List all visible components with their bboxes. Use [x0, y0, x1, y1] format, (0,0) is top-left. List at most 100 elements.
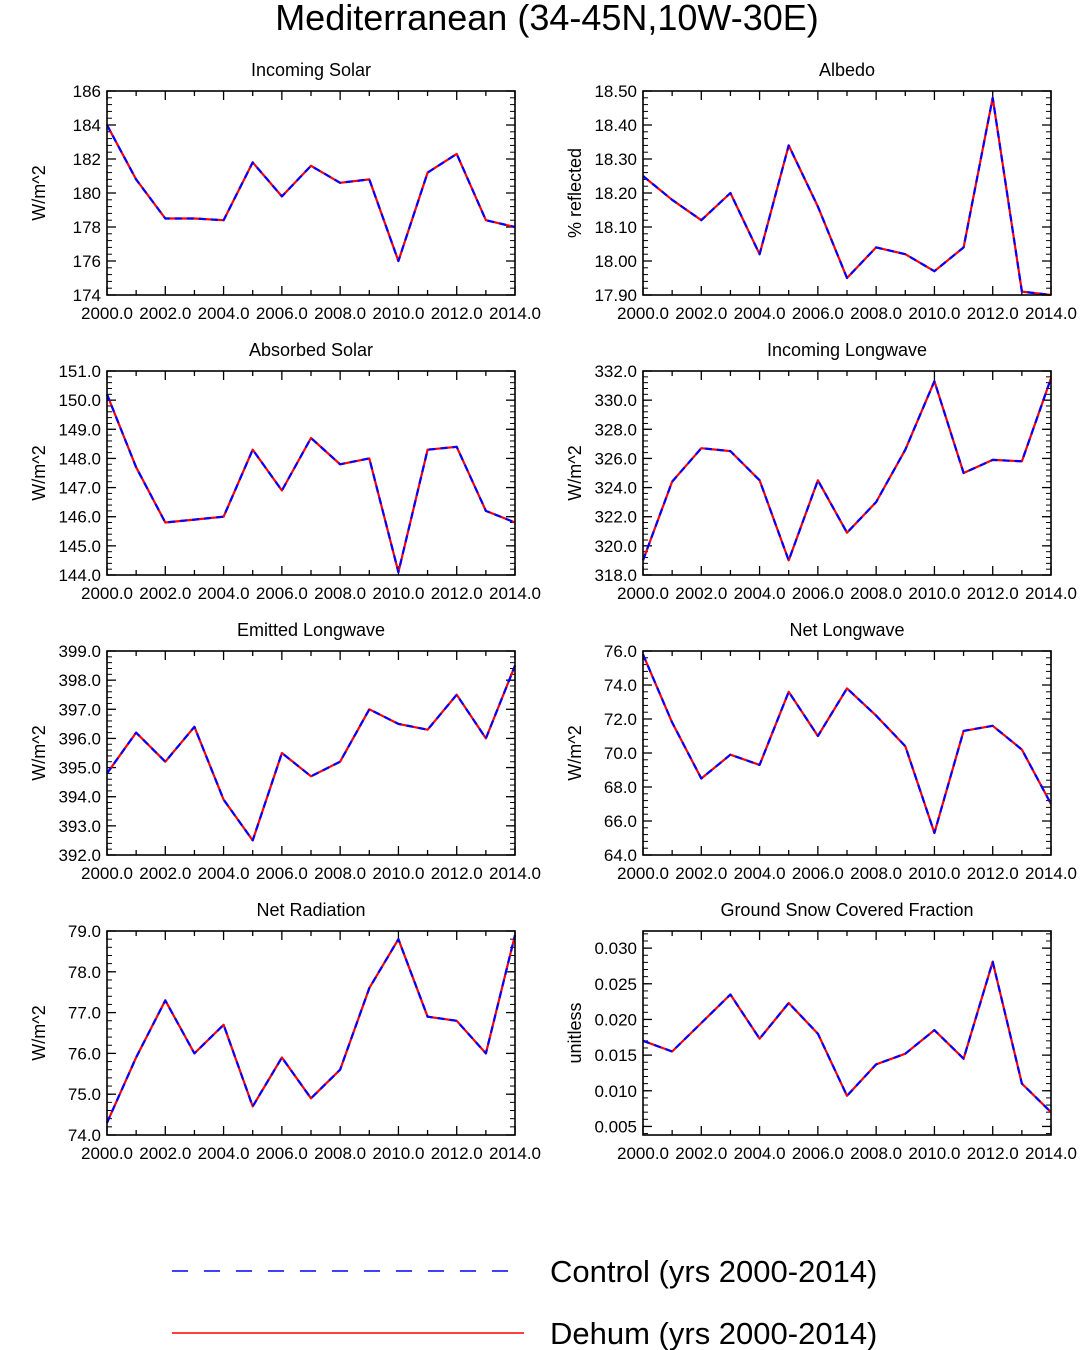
- plot-frame: [642, 90, 1052, 296]
- x-tick-label: 2006.0: [792, 864, 844, 883]
- y-tick-label: 66.0: [604, 812, 637, 831]
- x-tick-label: 2006.0: [792, 584, 844, 603]
- y-tick-label: 322.0: [594, 508, 637, 527]
- y-tick-label: 399.0: [58, 642, 101, 661]
- x-tick-label: 2006.0: [256, 864, 308, 883]
- x-tick-label: 2014.0: [1025, 584, 1077, 603]
- y-tick-label: 186: [73, 82, 101, 101]
- x-tick-label: 2000.0: [617, 584, 669, 603]
- panel-2: Albedo % reflected 2000.0 2002.0 2004.0 2006.…: [565, 60, 1077, 323]
- x-tick-label: 2004.0: [198, 864, 250, 883]
- panel-7: Net Radiation W/m^2 2000.0 2002.0 2004.0 2006…: [29, 900, 541, 1163]
- y-tick-label: 0.015: [594, 1046, 637, 1065]
- y-tick-label: 328.0: [594, 420, 637, 439]
- y-axis-label: W/m^2: [29, 445, 49, 500]
- y-tick-label: 393.0: [58, 817, 101, 836]
- y-axis-label: W/m^2: [565, 725, 585, 780]
- y-tick-label: 18.20: [594, 184, 637, 203]
- y-tick-label: 72.0: [604, 710, 637, 729]
- y-axis-label: W/m^2: [29, 725, 49, 780]
- x-tick-label: 2014.0: [489, 864, 541, 883]
- x-tick-label: 2002.0: [675, 864, 727, 883]
- y-tick-label: 182: [73, 150, 101, 169]
- y-tick-label: 149.0: [58, 420, 101, 439]
- x-tick-label: 2000.0: [81, 1144, 133, 1163]
- x-tick-label: 2002.0: [675, 584, 727, 603]
- x-tick-label: 2004.0: [198, 1144, 250, 1163]
- x-tick-label: 2002.0: [139, 864, 191, 883]
- plot-frame: [642, 930, 1052, 1136]
- y-tick-label: 18.30: [594, 150, 637, 169]
- legend-label-control: Control (yrs 2000-2014): [550, 1254, 877, 1289]
- y-tick-label: 0.025: [594, 975, 637, 994]
- panel-title: Ground Snow Covered Fraction: [720, 900, 973, 920]
- x-tick-label: 2014.0: [489, 304, 541, 323]
- x-tick-label: 2014.0: [489, 584, 541, 603]
- series-line-control: [106, 124, 516, 263]
- y-tick-label: 144.0: [58, 566, 101, 585]
- x-tick-label: 2008.0: [850, 864, 902, 883]
- x-tick-label: 2004.0: [198, 584, 250, 603]
- x-tick-label: 2012.0: [431, 584, 483, 603]
- series-line-control: [106, 665, 517, 842]
- x-tick-label: 2014.0: [489, 1144, 541, 1163]
- x-tick-label: 2004.0: [734, 584, 786, 603]
- y-tick-label: 64.0: [604, 846, 637, 865]
- x-tick-label: 2012.0: [431, 864, 483, 883]
- y-tick-label: 74.0: [604, 676, 637, 695]
- series-line-control: [641, 653, 1052, 835]
- y-tick-label: 68.0: [604, 778, 637, 797]
- panel-6: Net Longwave W/m^2 2000.0 2002.0 2004.0 2006.…: [565, 620, 1077, 883]
- y-axis-label: % reflected: [565, 148, 585, 238]
- x-tick-label: 2008.0: [314, 1144, 366, 1163]
- plot-frame: [106, 650, 516, 856]
- y-axis-label: W/m^2: [29, 1005, 49, 1060]
- y-tick-label: 398.0: [58, 671, 101, 690]
- x-tick-label: 2014.0: [1025, 304, 1077, 323]
- y-tick-label: 18.50: [594, 82, 637, 101]
- x-tick-label: 2010.0: [908, 1144, 960, 1163]
- x-tick-label: 2002.0: [675, 1144, 727, 1163]
- panel-title: Absorbed Solar: [249, 340, 373, 360]
- y-tick-label: 395.0: [58, 759, 101, 778]
- x-tick-label: 2006.0: [256, 304, 308, 323]
- y-tick-label: 392.0: [58, 846, 101, 865]
- panel-8: Ground Snow Covered Fraction unitless 2000…: [565, 900, 1077, 1163]
- panel-title: Incoming Solar: [251, 60, 371, 80]
- y-tick-label: 17.90: [594, 286, 637, 305]
- plot-frame: [642, 650, 1052, 856]
- y-tick-label: 146.0: [58, 508, 101, 527]
- y-tick-label: 74.0: [68, 1126, 101, 1145]
- series-line-dehum: [106, 665, 517, 842]
- x-tick-label: 2004.0: [734, 304, 786, 323]
- x-tick-label: 2008.0: [314, 304, 366, 323]
- panel-title: Net Radiation: [256, 900, 365, 920]
- series-line-control: [642, 960, 1052, 1113]
- plot-frame: [106, 370, 516, 576]
- x-tick-label: 2010.0: [908, 304, 960, 323]
- x-tick-label: 2010.0: [908, 584, 960, 603]
- x-tick-label: 2008.0: [314, 864, 366, 883]
- y-tick-label: 178: [73, 218, 101, 237]
- x-tick-label: 2012.0: [967, 304, 1019, 323]
- x-tick-label: 2008.0: [314, 584, 366, 603]
- x-tick-label: 2012.0: [967, 584, 1019, 603]
- y-tick-label: 330.0: [594, 391, 637, 410]
- x-tick-label: 2006.0: [256, 584, 308, 603]
- y-tick-label: 151.0: [58, 362, 101, 381]
- x-tick-label: 2010.0: [372, 304, 424, 323]
- panel-title: Emitted Longwave: [237, 620, 385, 640]
- figure-title: Mediterranean (34-45N,10W-30E): [275, 0, 819, 38]
- legend-label-dehum: Dehum (yrs 2000-2014): [550, 1316, 877, 1350]
- series-line-dehum: [105, 393, 516, 574]
- y-tick-label: 18.00: [594, 252, 637, 271]
- panel-5: Emitted Longwave W/m^2 2000.0 2002.0 2004.0 2…: [29, 620, 541, 883]
- x-tick-label: 2002.0: [139, 304, 191, 323]
- y-tick-label: 77.0: [68, 1004, 101, 1023]
- series-line-control: [105, 393, 516, 574]
- x-tick-label: 2000.0: [81, 304, 133, 323]
- y-tick-label: 318.0: [594, 566, 637, 585]
- y-tick-label: 79.0: [68, 922, 101, 941]
- x-tick-label: 2006.0: [792, 304, 844, 323]
- y-tick-label: 76.0: [68, 1044, 101, 1063]
